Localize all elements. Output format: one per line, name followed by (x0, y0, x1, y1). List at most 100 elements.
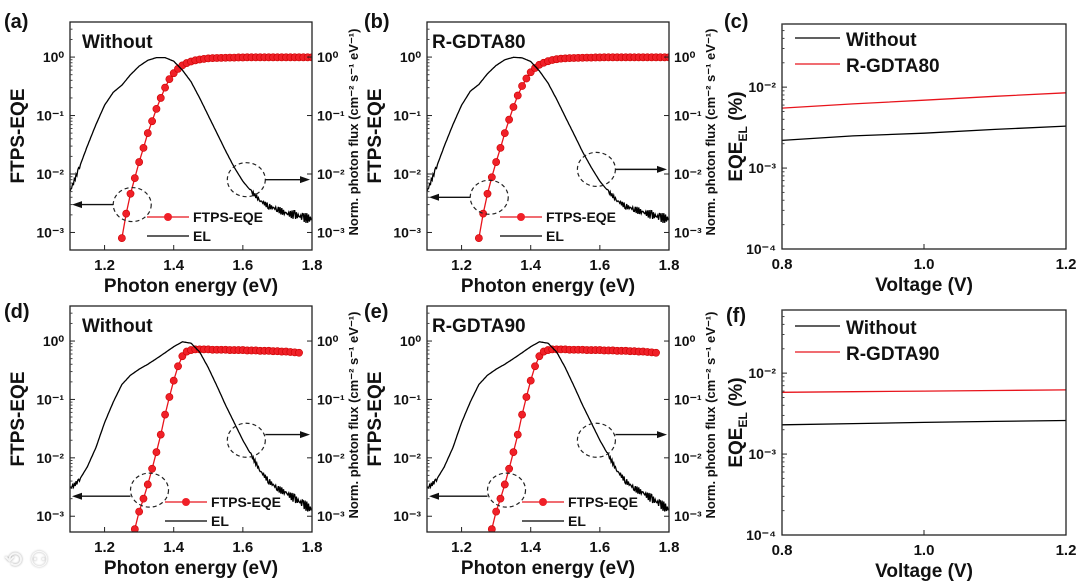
legend-marker-ftps-eqe (164, 213, 172, 221)
dashed-circle-right (576, 422, 617, 458)
legend-label-ftps-eqe: FTPS-EQE (546, 209, 616, 225)
y-right-tick-label: 10⁻¹ (674, 108, 702, 124)
x-tick-label: 1.2 (451, 257, 472, 274)
data-point (652, 348, 660, 357)
y-axis-title: FTPS-EQE (365, 371, 386, 466)
y-right-axis-title: Norm. photon flux (cm⁻² s⁻¹ eV⁻¹) (703, 312, 718, 519)
panel-label: (a) (4, 11, 28, 33)
data-point (165, 393, 174, 401)
legend-marker-ftps-eqe (182, 498, 190, 506)
plot-area (782, 92, 1066, 142)
data-point (487, 525, 496, 532)
arrow-left-head (72, 201, 82, 209)
arrow-right-head (657, 431, 667, 439)
data-point (152, 104, 161, 113)
panel-label: (f) (726, 305, 746, 327)
y-axis-title-subscript: EL (736, 126, 750, 141)
data-point (161, 410, 169, 419)
plot-area (427, 53, 669, 243)
legend-marker-ftps-eqe (539, 498, 547, 506)
y-axis-title-suffix: (%) (726, 91, 747, 126)
y-right-tick-label: 10⁻² (674, 166, 702, 182)
data-point (509, 448, 518, 457)
x-axis-title: Photon energy (eV) (104, 276, 278, 297)
chart-panel-e: (e) 1.2 1.4 1.6 1.8 10⁻³ 10⁻³ 10⁻² 10⁻² 10⁻¹ 10⁻¹ 1… (364, 301, 718, 579)
data-point (139, 143, 148, 152)
data-point (139, 494, 148, 503)
x-axis-title: Photon energy (eV) (461, 276, 635, 297)
data-point (161, 83, 169, 92)
y-tick-label: 10⁰ (43, 49, 65, 65)
series-line-r-gdta80 (782, 92, 1066, 109)
data-point (122, 209, 131, 218)
plot-area (70, 53, 312, 243)
y-tick-label: 10⁻³ (393, 224, 421, 240)
data-point (513, 91, 522, 100)
chart-panel-c: (c) 0.8 1.0 1.2 10⁻⁴ 10⁻³ 10⁻² Voltage (V) EQEEL… (724, 11, 1076, 296)
x-tick-label: 1.2 (451, 539, 472, 556)
y-axis-title-main: EQE (726, 428, 747, 468)
data-point (135, 507, 144, 516)
data-point (130, 525, 139, 532)
y-tick-label: 10⁻³ (748, 446, 776, 462)
data-point (518, 410, 526, 419)
data-point (496, 494, 505, 503)
y-right-tick-label: 10⁻² (317, 166, 345, 182)
y-axis-title-main: EQE (726, 142, 747, 182)
panel-label: (e) (364, 301, 388, 323)
x-tick-label: 1.8 (302, 539, 323, 556)
data-point (505, 464, 514, 473)
x-axis-title: Photon energy (eV) (461, 558, 635, 579)
y-axis-title: FTPS-EQE (365, 88, 386, 183)
legend (147, 213, 189, 237)
data-point (156, 94, 165, 102)
y-right-tick-label: 10⁻¹ (317, 391, 345, 407)
y-tick-label: 10⁰ (43, 333, 65, 349)
legend (165, 498, 207, 522)
y-right-tick-label: 10⁻² (317, 450, 345, 466)
y-right-tick-label: 10⁻¹ (317, 108, 345, 124)
y-tick-label: 10⁻⁴ (746, 241, 776, 257)
y-tick-label: 10⁻² (393, 450, 421, 466)
data-point (483, 189, 492, 198)
data-point (169, 376, 178, 385)
data-point (143, 129, 152, 138)
y-tick-label: 10⁻³ (36, 508, 64, 524)
y-tick-label: 10⁻¹ (393, 108, 421, 124)
y-right-tick-label: 10⁻³ (317, 224, 345, 240)
data-point (130, 174, 139, 183)
data-point (509, 103, 518, 111)
legend-label-el: EL (211, 513, 229, 529)
data-point (474, 234, 483, 243)
x-axis-title: Voltage (V) (875, 561, 973, 582)
y-right-tick-label: 10⁰ (317, 333, 339, 349)
plot-area (70, 341, 312, 532)
dashed-circle-left (486, 472, 527, 508)
x-tick-label: 1.6 (589, 257, 610, 274)
x-tick-label: 1.2 (1056, 256, 1077, 273)
panel-title: Without (82, 316, 153, 337)
data-point (174, 362, 182, 371)
series-line-without (782, 419, 1066, 426)
data-point (135, 158, 144, 166)
x-tick-label: 1.2 (1056, 542, 1077, 559)
y-tick-label: 10⁻³ (748, 160, 776, 176)
arrow-right-head (300, 431, 310, 439)
x-tick-label: 1.8 (302, 257, 323, 274)
legend-label: Without (846, 30, 917, 51)
dashed-circle-left (112, 186, 152, 223)
series-line-el (70, 341, 312, 512)
x-tick-label: 1.4 (163, 257, 185, 274)
legend-label-ftps-eqe: FTPS-EQE (211, 494, 281, 510)
y-right-tick-label: 10⁰ (674, 49, 696, 65)
plot-area (427, 341, 669, 532)
y-tick-label: 10⁻² (393, 166, 421, 182)
series-line-el (70, 56, 312, 223)
y-tick-label: 10⁻¹ (393, 391, 421, 407)
plot-area (782, 389, 1066, 426)
y-right-tick-label: 10⁻³ (317, 508, 345, 524)
x-tick-label: 1.2 (94, 539, 115, 556)
y-tick-label: 10⁻² (748, 79, 776, 95)
y-axis-title: EQEEL (%) (726, 91, 750, 181)
y-right-tick-label: 10⁻¹ (674, 391, 702, 407)
